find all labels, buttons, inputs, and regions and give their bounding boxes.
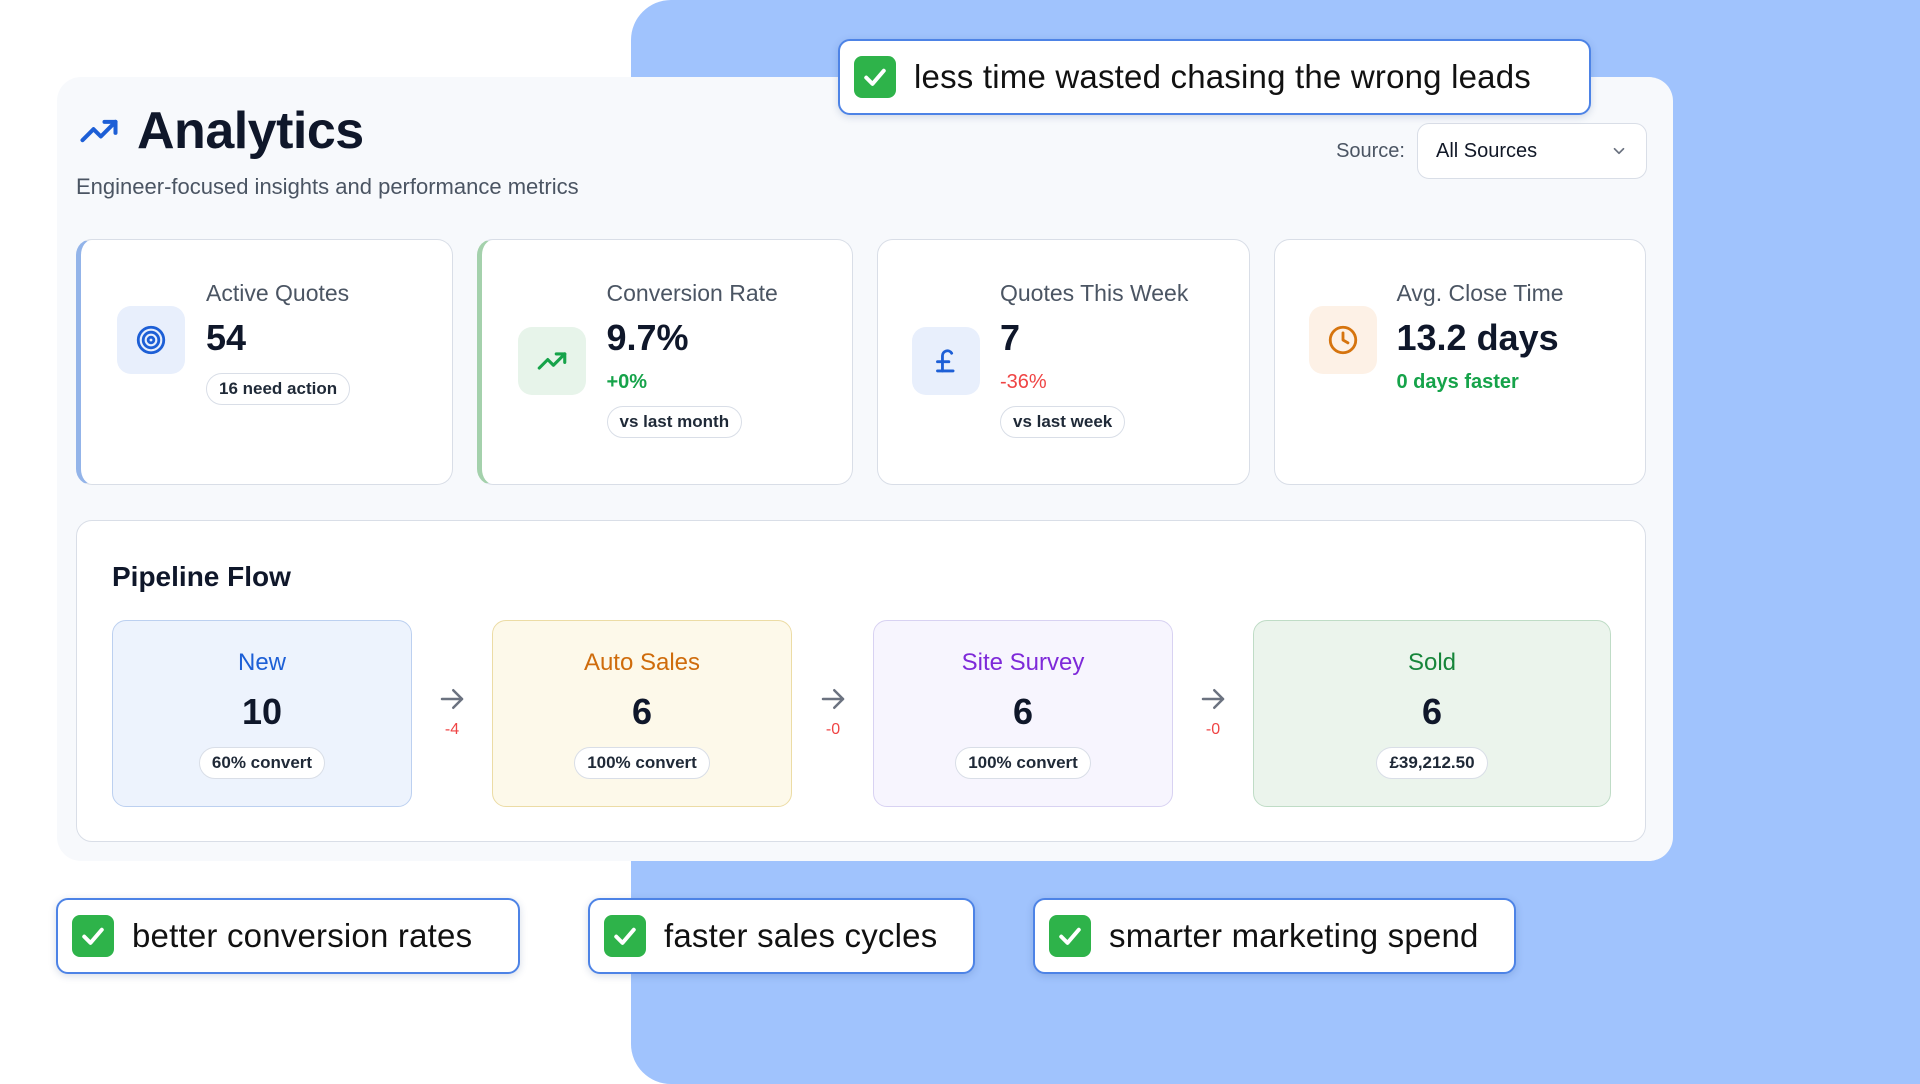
pipeline-flow: Pipeline Flow New 10 60% convert -4 Auto… xyxy=(76,520,1646,842)
page-title: Analytics xyxy=(137,102,364,160)
pipeline-title: Pipeline Flow xyxy=(112,561,291,592)
stage-badge: £39,212.50 xyxy=(1376,747,1488,779)
metric-card-quotes-this-week[interactable]: Quotes This Week 7 -36% vs last week xyxy=(877,239,1250,485)
metric-cards: Active Quotes 54 16 need action Conversi… xyxy=(76,239,1646,485)
pipeline-stage-auto-sales[interactable]: Auto Sales 6 100% convert xyxy=(492,620,792,807)
check-icon xyxy=(604,915,646,957)
card-badge: vs last month xyxy=(606,406,743,438)
target-icon xyxy=(117,306,185,374)
page-subtitle: Engineer-focused insights and performanc… xyxy=(76,174,579,199)
pipeline-arrow: -0 xyxy=(803,684,863,739)
arrow-right-icon xyxy=(1201,689,1225,709)
card-label: Quotes This Week xyxy=(1000,280,1189,306)
card-value: 9.7% xyxy=(606,317,689,358)
callout-text: smarter marketing spend xyxy=(1109,917,1479,954)
card-label: Conversion Rate xyxy=(606,280,778,306)
card-badge: 16 need action xyxy=(206,373,351,405)
source-filter: Source: All Sources xyxy=(1336,123,1647,179)
clock-icon xyxy=(1308,306,1377,374)
metric-card-avg-close-time[interactable]: Avg. Close Time 13.2 days 0 days faster xyxy=(1273,239,1646,485)
card-change: 0 days faster xyxy=(1396,371,1519,393)
pipeline-arrow: -4 xyxy=(422,684,482,739)
source-select[interactable]: All Sources xyxy=(1417,123,1647,179)
callout-faster-sales: faster sales cycles xyxy=(588,898,975,974)
stage-badge: 60% convert xyxy=(198,747,326,779)
stage-name: Site Survey xyxy=(961,649,1085,676)
title-row: Analytics xyxy=(77,101,364,161)
stage-name: Auto Sales xyxy=(583,649,701,676)
callout-less-time-wasted: less time wasted chasing the wrong leads xyxy=(838,39,1591,115)
stage-count: 6 xyxy=(1012,691,1034,732)
check-icon xyxy=(854,56,896,98)
check-icon xyxy=(1049,915,1091,957)
pipeline-arrow: -0 xyxy=(1183,684,1243,739)
pound-icon xyxy=(912,327,980,395)
card-label: Active Quotes xyxy=(206,280,350,306)
trending-up-icon xyxy=(80,119,118,143)
trending-up-icon xyxy=(517,327,586,395)
metric-card-active-quotes[interactable]: Active Quotes 54 16 need action xyxy=(76,239,453,485)
stage-name: New xyxy=(237,649,286,676)
stage-delta: -0 xyxy=(1205,721,1221,738)
check-icon xyxy=(72,915,114,957)
source-select-value: All Sources xyxy=(1436,139,1538,162)
callout-text: faster sales cycles xyxy=(664,917,938,954)
metric-card-conversion-rate[interactable]: Conversion Rate 9.7% +0% vs last month xyxy=(476,239,853,485)
stage-count: 6 xyxy=(1421,691,1443,732)
card-value: 13.2 days xyxy=(1396,317,1559,358)
stage-badge: 100% convert xyxy=(574,747,710,779)
stage-count: 10 xyxy=(241,691,283,732)
card-change: -36% xyxy=(1000,371,1047,393)
callout-better-conversion: better conversion rates xyxy=(56,898,520,974)
callout-text: less time wasted chasing the wrong leads xyxy=(914,58,1531,95)
stage-name: Sold xyxy=(1407,649,1457,676)
arrow-right-icon xyxy=(440,689,464,709)
card-label: Avg. Close Time xyxy=(1396,280,1564,306)
analytics-panel: Analytics Engineer-focused insights and … xyxy=(57,77,1673,861)
card-change: +0% xyxy=(606,371,648,393)
pipeline-stage-new[interactable]: New 10 60% convert xyxy=(112,620,412,807)
stage-delta: -0 xyxy=(825,721,841,738)
source-label: Source: xyxy=(1336,139,1405,162)
callout-smarter-marketing: smarter marketing spend xyxy=(1033,898,1516,974)
pipeline-stage-site-survey[interactable]: Site Survey 6 100% convert xyxy=(873,620,1173,807)
pipeline-stage-sold[interactable]: Sold 6 £39,212.50 xyxy=(1253,620,1611,807)
card-value: 7 xyxy=(1000,317,1021,358)
stage-delta: -4 xyxy=(444,721,460,738)
chevron-down-icon xyxy=(1613,147,1625,155)
stage-count: 6 xyxy=(631,691,653,732)
arrow-right-icon xyxy=(821,689,845,709)
callout-text: better conversion rates xyxy=(132,917,473,954)
stage-badge: 100% convert xyxy=(955,747,1091,779)
card-value: 54 xyxy=(206,317,247,358)
card-badge: vs last week xyxy=(1000,406,1126,438)
